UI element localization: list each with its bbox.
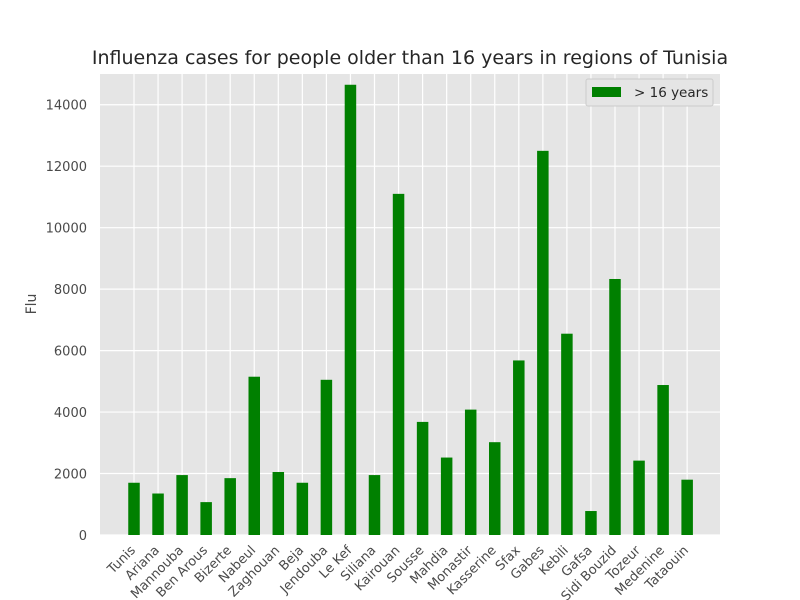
y-tick-label: 8000 <box>54 283 87 298</box>
bar-ben-arous <box>200 502 212 535</box>
chart-title: Influenza cases for people older than 16… <box>92 47 728 69</box>
bar-le-kef <box>344 84 357 536</box>
bar-siliana <box>368 475 381 535</box>
legend: > 16 years <box>585 78 714 107</box>
bar-mahdia <box>440 457 453 535</box>
bar-sfax <box>513 360 525 535</box>
bar-bizerte <box>224 478 236 535</box>
y-tick-labels: 0 2000 4000 6000 8000 10000 12000 14000 <box>46 99 87 544</box>
legend-swatch <box>592 87 621 97</box>
bar-kebili <box>561 333 573 535</box>
legend-label: > 16 years <box>634 85 708 101</box>
bar-medenine <box>657 385 669 535</box>
y-tick-label: 10000 <box>46 222 87 237</box>
plot-area <box>100 74 720 535</box>
bar-tataouin <box>681 479 693 535</box>
bar-tunis <box>128 482 140 535</box>
y-tick-label: 14000 <box>46 99 87 114</box>
y-tick-label: 12000 <box>46 160 87 175</box>
bar-monastir <box>464 409 477 535</box>
bar-ariana <box>152 493 164 535</box>
y-tick-label: 6000 <box>54 345 87 360</box>
bar-mannouba <box>176 475 188 535</box>
bars <box>128 84 693 536</box>
y-tick-label: 0 <box>79 529 87 544</box>
legend-box <box>585 78 714 107</box>
bar-kairouan <box>392 193 405 536</box>
bar-kasserine <box>489 442 501 535</box>
y-axis-label: Flu <box>24 294 40 315</box>
bar-zaghouan <box>272 471 285 535</box>
y-tick-label: 2000 <box>54 468 87 483</box>
bar-jendouba <box>320 379 333 535</box>
bar-sidi-bouzid <box>609 278 621 535</box>
bar-gabes <box>537 150 549 536</box>
y-tick-label: 4000 <box>54 406 87 421</box>
bar-nabeul <box>248 376 260 535</box>
bar-gafsa <box>585 511 597 535</box>
bar-tozeur <box>633 460 645 535</box>
bar-beja <box>296 482 309 535</box>
bar-sousse <box>416 421 429 535</box>
